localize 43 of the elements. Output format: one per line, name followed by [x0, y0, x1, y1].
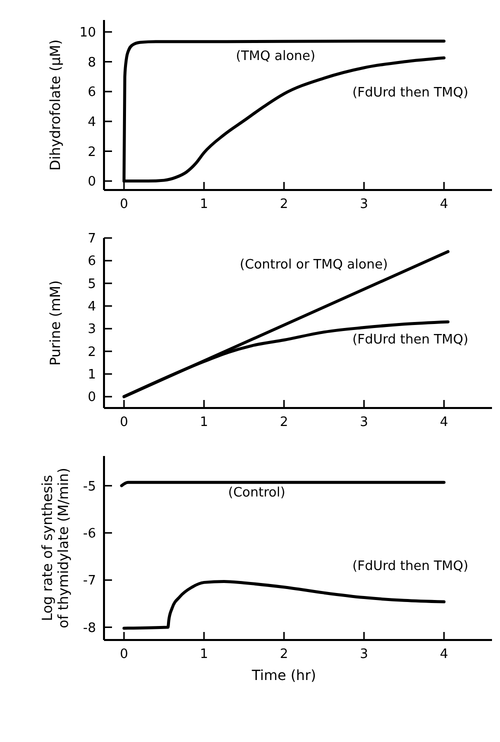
x-tick-label: 1	[200, 647, 208, 662]
x-axis-title: Time (hr)	[250, 668, 316, 684]
x-tick-label: 4	[440, 415, 448, 430]
y-tick-label: -5	[83, 479, 96, 494]
x-tick-label: 4	[440, 197, 448, 212]
series-label: (FdUrd then TMQ)	[352, 559, 468, 574]
series-label: (Control)	[228, 485, 286, 500]
y-tick-label: 6	[88, 85, 96, 100]
y-tick-label: -6	[83, 526, 96, 542]
y-tick-label: 0	[88, 174, 96, 190]
y-tick-label: 7	[88, 232, 96, 247]
y-tick-label: -7	[83, 574, 96, 589]
series-label: (FdUrd then TMQ)	[352, 86, 468, 100]
x-tick-label: 0	[120, 647, 128, 662]
y-tick-label: 4	[88, 114, 96, 130]
y-axis-title: Log rate of synthesis of thymidylate (M/min)	[40, 468, 72, 628]
x-tick-label: 3	[360, 197, 368, 212]
y-tick-label: 8	[88, 55, 96, 70]
series-label: (TMQ alone)	[236, 48, 316, 64]
y-tick-label: 5	[88, 276, 96, 292]
x-tick-label: 2	[280, 415, 288, 430]
y-tick-label: -8	[83, 620, 96, 636]
x-tick-label: 4	[440, 647, 448, 662]
y-tick-label: 0	[88, 390, 96, 406]
series-label: (Control or TMQ alone)	[240, 258, 388, 273]
y-axis-title: Dihydrofolate (μM)	[48, 39, 64, 171]
y-axis-title: Purine (mM)	[48, 280, 64, 366]
y-tick-label: 2	[88, 144, 96, 160]
y-tick-label: 1	[88, 368, 96, 383]
x-tick-label: 1	[200, 197, 208, 212]
x-tick-label: 3	[360, 647, 368, 662]
y-tick-label: 6	[88, 254, 96, 270]
x-tick-label: 1	[200, 415, 208, 430]
x-tick-label: 2	[280, 647, 288, 662]
x-tick-label: 3	[360, 415, 368, 430]
y-tick-label: 4	[88, 300, 96, 315]
y-tick-label: 3	[88, 322, 96, 338]
y-tick-label: 2	[88, 344, 96, 360]
x-tick-label: 0	[120, 415, 128, 430]
x-tick-label: 0	[120, 197, 128, 212]
x-tick-label: 2	[280, 197, 288, 212]
series-label: (FdUrd then TMQ)	[352, 332, 468, 348]
y-tick-label: 10	[79, 25, 96, 40]
